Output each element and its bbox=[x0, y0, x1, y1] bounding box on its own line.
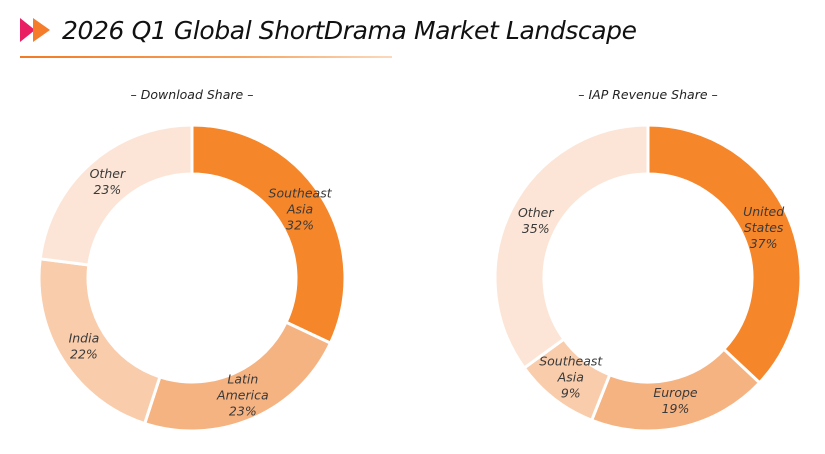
slice-southeast-asia bbox=[190, 123, 347, 346]
slice-united-states bbox=[646, 123, 803, 385]
slice-label-other: Other 23% bbox=[90, 166, 126, 197]
slice-label-india: India 22% bbox=[69, 331, 100, 362]
slice-label-southeast-asia: Southeast Asia 9% bbox=[539, 354, 603, 401]
slice-india bbox=[37, 257, 162, 426]
chart-title: – Download Share – bbox=[130, 87, 254, 102]
slice-label-latin-america: Latin America 23% bbox=[216, 371, 269, 418]
chart-title: – IAP Revenue Share – bbox=[578, 87, 718, 102]
slice-other bbox=[38, 123, 194, 267]
double-arrow-logo-icon bbox=[20, 18, 50, 42]
page-title: 2026 Q1 Global ShortDrama Market Landsca… bbox=[62, 16, 637, 45]
slice-label-other: Other 35% bbox=[518, 205, 554, 236]
iap-revenue-share-chart: – IAP Revenue Share – United States 37% Eur… bbox=[420, 82, 820, 442]
donut-chart: United States 37% Europe 19% Southeast Asia 9% O… bbox=[493, 123, 803, 433]
slice-label-europe: Europe 19% bbox=[653, 385, 698, 416]
slice-other bbox=[493, 123, 650, 371]
title-divider bbox=[20, 56, 392, 58]
download-share-chart: – Download Share – Southeast Asia 32% Latin… bbox=[0, 82, 400, 442]
slice-label-united-states: United States 37% bbox=[743, 204, 784, 251]
slice-label-southeast-asia: Southeast Asia 32% bbox=[269, 185, 333, 232]
donut-chart: Southeast Asia 32% Latin America 23% India 22% O… bbox=[37, 123, 347, 433]
